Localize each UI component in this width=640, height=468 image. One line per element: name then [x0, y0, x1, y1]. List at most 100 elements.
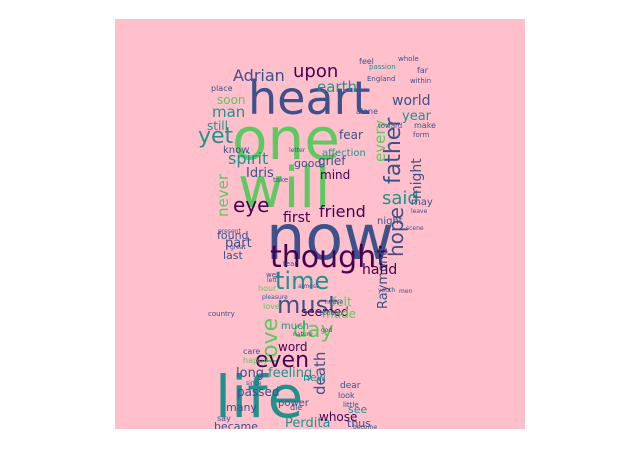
word-man: man — [212, 103, 245, 121]
word-much: much — [281, 321, 309, 332]
word-die: die — [290, 403, 302, 412]
word-feeling: feeling — [268, 366, 312, 381]
word-said: said — [382, 188, 419, 209]
word-never: never — [214, 173, 232, 217]
word-love: love — [258, 318, 283, 364]
word-fear: fear — [339, 128, 363, 142]
word-even: even — [255, 348, 309, 373]
word-must: must — [277, 291, 338, 319]
word-long: long — [236, 366, 264, 381]
word-spirit: spirit — [228, 149, 268, 168]
word-yet: yet — [198, 124, 234, 149]
word-many: many — [226, 401, 257, 414]
word-may: may — [411, 197, 433, 208]
word-scene: scene — [406, 225, 424, 232]
word-hour: hour — [258, 284, 277, 293]
word-love: love — [263, 302, 280, 311]
word-perdita: Perdita — [285, 416, 330, 429]
word-happy: happy — [243, 356, 268, 365]
word-know: know — [223, 145, 249, 156]
word-made: made — [322, 307, 356, 321]
word-part: part — [225, 236, 252, 251]
word-idris: Idris — [246, 166, 274, 181]
word-one: one — [232, 105, 340, 173]
wordcloud-canvas: heart one will now life thought time must love da… — [115, 19, 525, 429]
word-power: power — [278, 398, 310, 409]
word-say: say — [217, 414, 231, 423]
word-little: little — [343, 401, 359, 409]
word-toward: toward — [378, 122, 402, 130]
word-affection: affection — [322, 148, 366, 159]
word-country: country — [208, 310, 235, 318]
word-take: take — [273, 176, 288, 184]
word-soon: soon — [217, 93, 246, 107]
word-tear: tear — [283, 260, 297, 268]
word-whole: whole — [398, 55, 419, 63]
word-seemed: seemed — [301, 305, 349, 319]
word-place: place — [211, 84, 233, 93]
word-left: left — [267, 277, 277, 284]
word-good: good — [294, 157, 321, 170]
word-raymond: Raymond — [376, 247, 391, 309]
word-become: become — [353, 424, 377, 429]
word-passion: passion — [369, 63, 396, 71]
word-youth: youth — [378, 287, 395, 294]
word-world: world — [392, 93, 431, 109]
word-year: year — [402, 109, 432, 124]
word-felt: felt — [332, 295, 352, 309]
word-feel: feel — [359, 57, 374, 66]
word-care: care — [243, 347, 260, 356]
word-will: will — [238, 156, 330, 221]
word-look: look — [338, 391, 355, 400]
word-father: father — [381, 117, 406, 184]
word-make: make — [414, 121, 436, 130]
word-eye: eye — [233, 193, 269, 217]
word-almost: almost — [298, 283, 319, 290]
word-found: found — [217, 229, 249, 242]
word-men: men — [399, 288, 413, 295]
word-friend: friend — [319, 202, 366, 221]
word-house: house — [325, 299, 343, 306]
word-hand: hand — [362, 262, 397, 278]
word-now: now — [266, 201, 394, 274]
word-pleasure: pleasure — [262, 294, 288, 301]
word-england: England — [367, 75, 395, 83]
word-still: still — [207, 119, 228, 133]
word-well: well — [266, 271, 280, 279]
word-became: became — [214, 420, 258, 429]
word-thus: thus — [347, 417, 371, 429]
word-time: time — [275, 267, 329, 295]
word-within: within — [410, 77, 431, 85]
word-present: present — [218, 228, 241, 235]
word-far: far — [417, 66, 429, 75]
word-letter: letter — [289, 147, 306, 154]
word-death: death — [311, 352, 329, 395]
word-since: since — [246, 380, 262, 387]
word-dear: dear — [340, 381, 361, 391]
word-see: see — [348, 403, 367, 416]
word-hope: hope — [384, 207, 408, 257]
word-first: first — [283, 210, 311, 226]
word-form: form — [413, 131, 430, 139]
word-last: last — [223, 249, 244, 262]
word-passed: passed — [237, 385, 279, 399]
word-earth: earth — [317, 78, 357, 96]
word-god: god — [321, 327, 332, 334]
word-nature: nature — [293, 331, 313, 338]
word-might: might — [409, 158, 425, 199]
word-night: night — [377, 216, 403, 227]
word-great: great — [230, 244, 247, 251]
word-whose: whose — [319, 410, 357, 424]
word-alone: alone — [356, 107, 378, 116]
word-mind: mind — [320, 168, 350, 182]
word-adrian: Adrian — [233, 66, 285, 85]
word-grief: grief — [318, 154, 346, 168]
word-leave: leave — [411, 208, 428, 215]
word-life: life — [215, 363, 303, 429]
word-london: London — [320, 310, 342, 317]
word-upon: upon — [293, 61, 338, 82]
word-thought: thought — [270, 240, 388, 275]
word-day: day — [293, 318, 333, 343]
